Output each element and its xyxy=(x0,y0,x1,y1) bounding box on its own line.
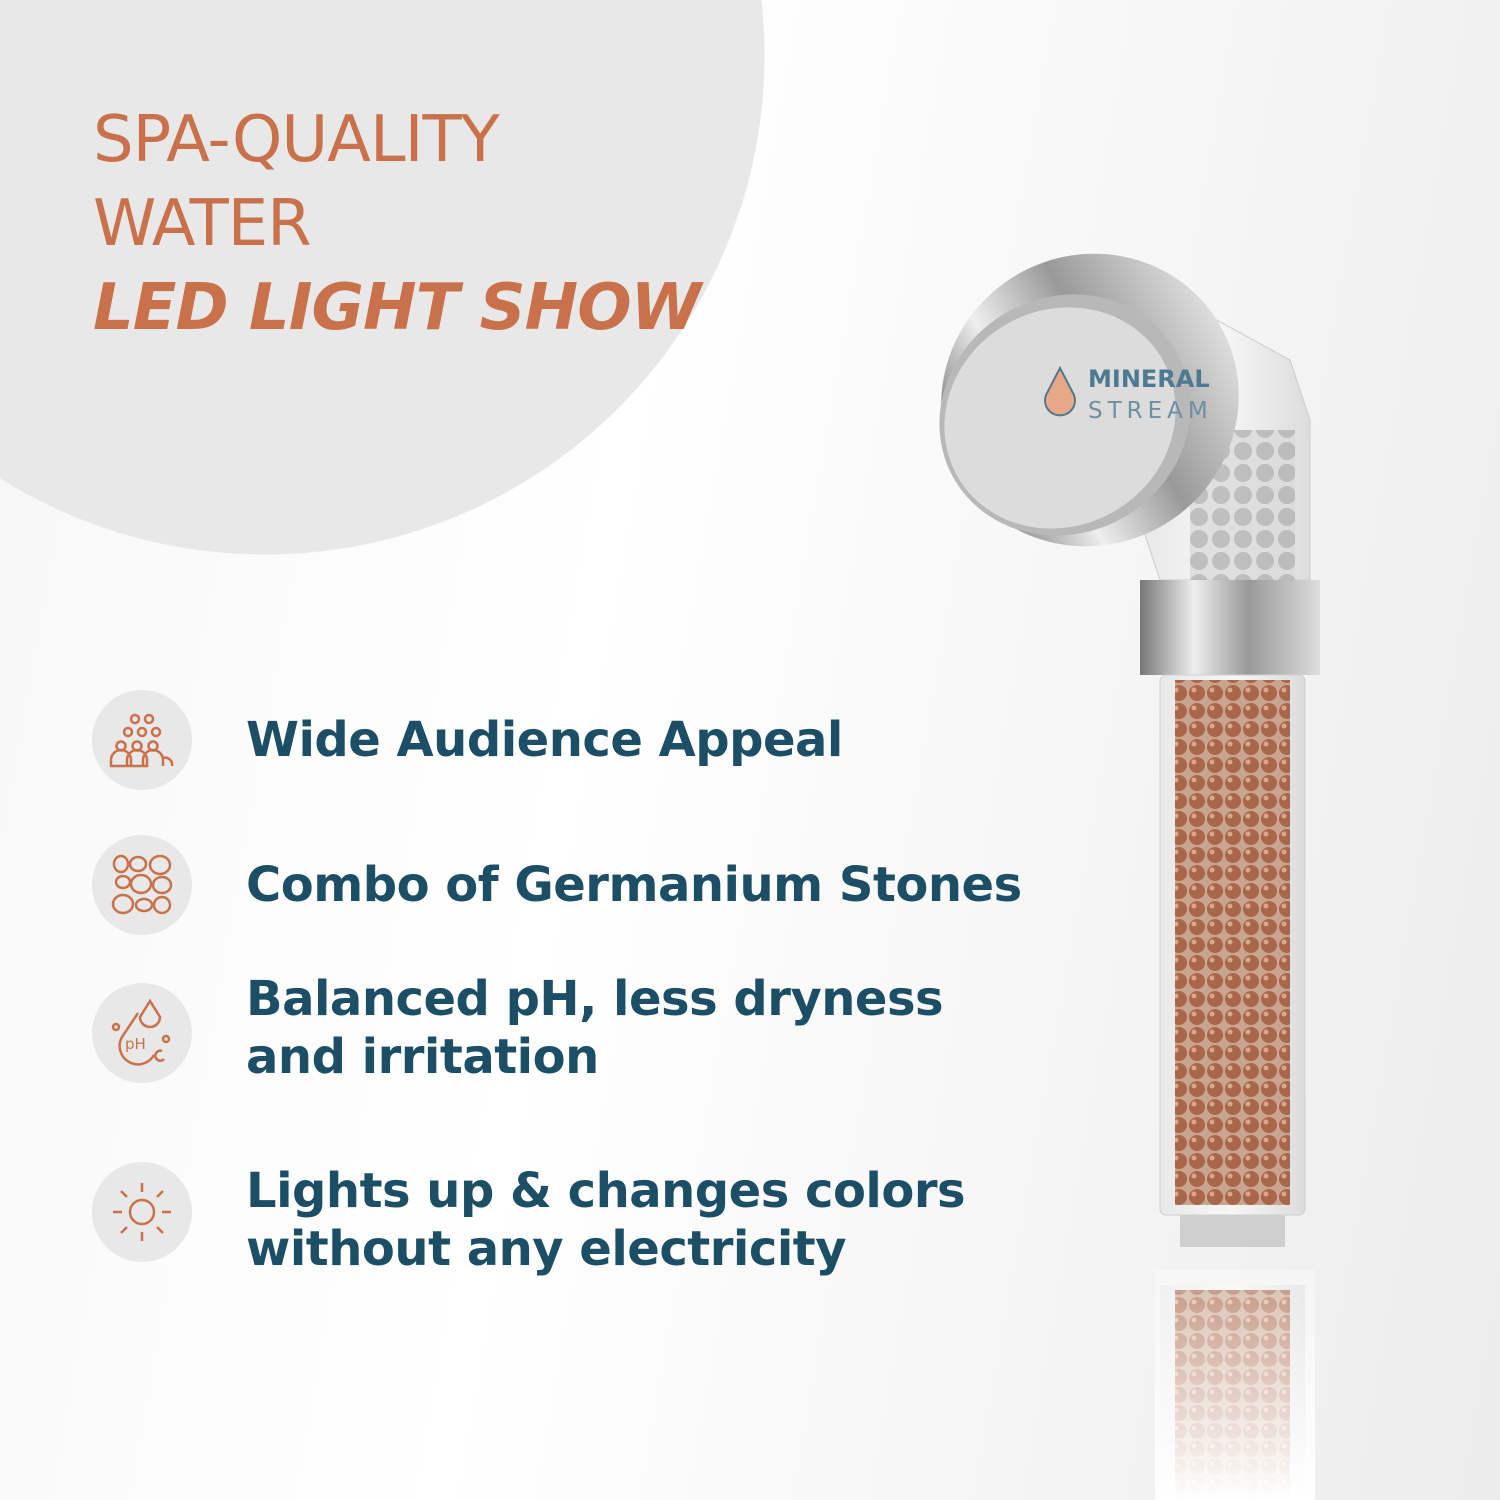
svg-text:pH: pH xyxy=(125,1035,146,1053)
sun-icon xyxy=(92,1162,192,1262)
crowd-icon xyxy=(92,690,192,790)
reflection xyxy=(1155,1270,1315,1500)
feature-germanium-stones: Combo of Germanium Stones xyxy=(92,835,1092,935)
feature-text: Wide Audience Appeal xyxy=(246,712,843,768)
brand-watermark: MINERAL STREAM xyxy=(1044,365,1213,424)
headline: SPA-QUALITY WATER LED LIGHT SHOW xyxy=(93,98,701,350)
shower-head-image: MINERAL STREAM xyxy=(939,253,1320,1500)
brand-line-2: STREAM xyxy=(1088,398,1213,424)
feature-text-line-1: Balanced pH, less dryness xyxy=(246,971,944,1027)
headline-line-3: LED LIGHT SHOW xyxy=(93,271,701,345)
mineral-beads xyxy=(1175,680,1290,1205)
ph-drop-icon: pH xyxy=(92,983,192,1083)
brand-line-1: MINERAL xyxy=(1088,365,1210,393)
feature-lights-up: Lights up & changes colors without any e… xyxy=(92,1146,1092,1278)
feature-text-line-2: without any electricity xyxy=(246,1221,847,1277)
headline-line-2: WATER xyxy=(93,187,312,261)
feature-text-line-1: Lights up & changes colors xyxy=(246,1163,966,1219)
stones-icon xyxy=(92,835,192,935)
feature-wide-audience: Wide Audience Appeal xyxy=(92,690,1092,790)
chrome-collar xyxy=(1140,580,1320,675)
feature-text-line-2: and irritation xyxy=(246,1029,599,1085)
feature-balanced-ph: pH Balanced pH, less dryness and irritat… xyxy=(92,971,1092,1086)
headline-line-1: SPA-QUALITY xyxy=(93,103,500,177)
feature-text: Combo of Germanium Stones xyxy=(246,857,1022,913)
